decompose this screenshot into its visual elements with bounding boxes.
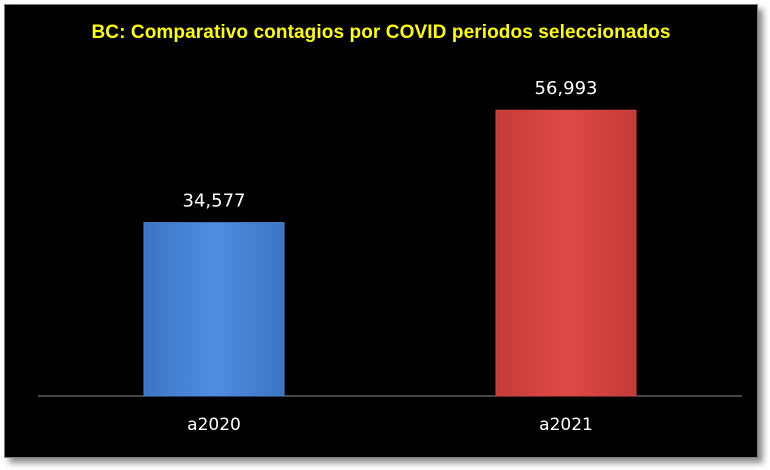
data-label-a2021: 56,993 <box>535 78 598 99</box>
x-tick-label-a2021: a2021 <box>539 415 593 435</box>
bar-a2020 <box>143 222 285 397</box>
x-tick-label-a2020: a2020 <box>187 415 241 435</box>
data-label-a2020: 34,577 <box>183 191 246 212</box>
bar-a2021 <box>495 109 637 397</box>
chart-plot: 34,577 a2020 56,993 a2021 <box>38 78 742 435</box>
chart-frame: BC: Comparativo contagios por COVID peri… <box>4 4 758 458</box>
chart-title: BC: Comparativo contagios por COVID peri… <box>91 22 671 43</box>
